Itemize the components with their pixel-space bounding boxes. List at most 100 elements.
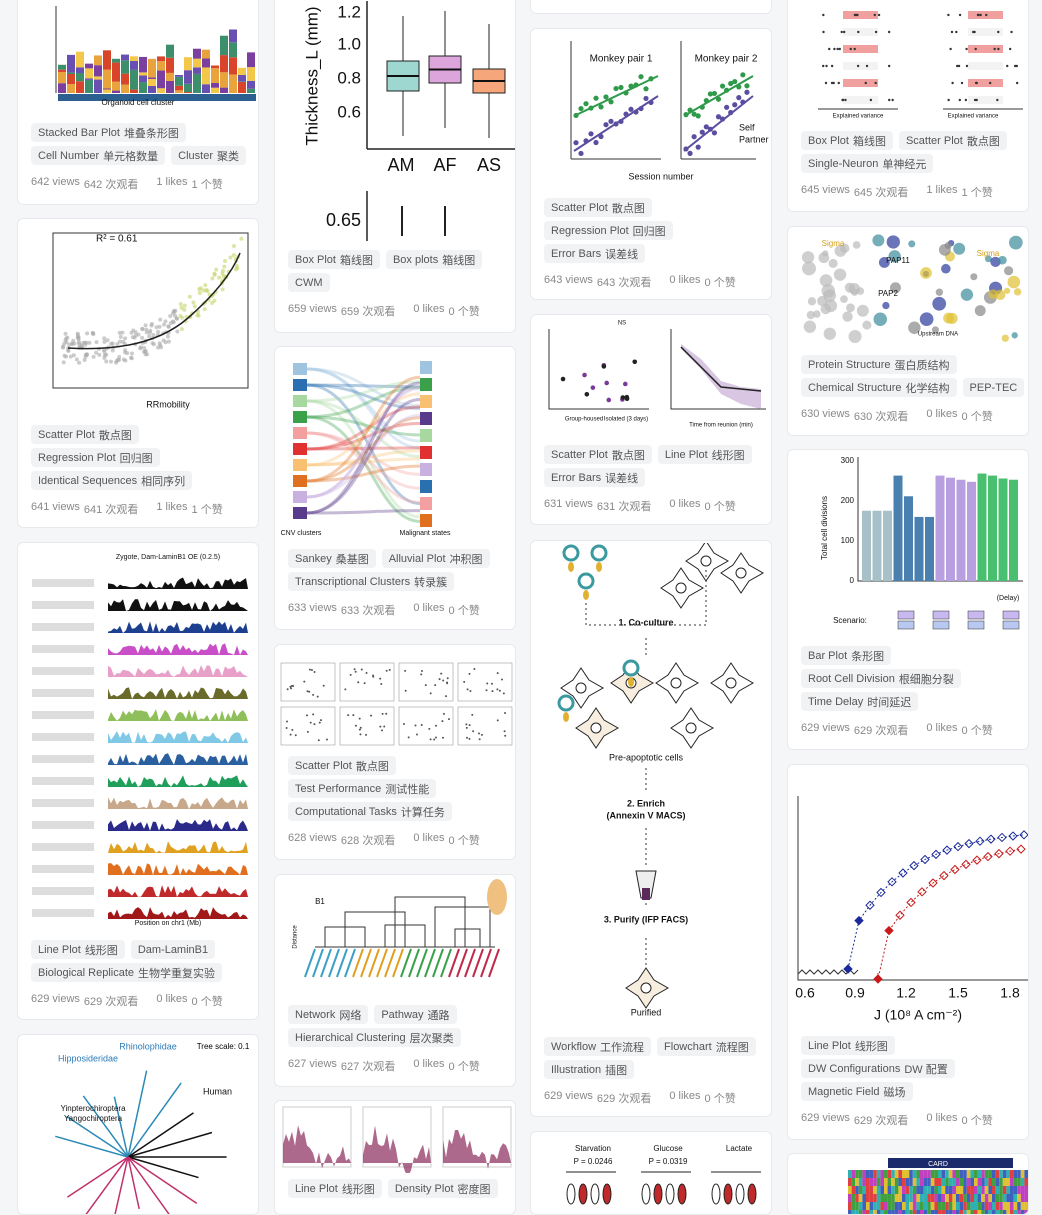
figure-shape <box>895 1202 899 1210</box>
figure-shape <box>92 355 96 359</box>
figure-shape <box>129 356 133 360</box>
figure-shape <box>909 1178 913 1186</box>
figure-shape <box>466 737 468 739</box>
tag[interactable]: Dam-LaminB1 <box>131 940 215 959</box>
figure-shape <box>344 688 346 690</box>
figure-shape <box>963 1170 967 1178</box>
figure-label: P = 0.0246 <box>574 1157 613 1166</box>
figure-shape <box>831 65 833 67</box>
figure-shape <box>102 336 106 340</box>
figure-shape <box>902 1202 906 1210</box>
figure-shape <box>909 1170 913 1178</box>
figure-shape <box>979 14 981 16</box>
figure-shape <box>666 1184 674 1204</box>
tag-label: Biological Replicate <box>38 967 134 979</box>
figure-shape <box>802 262 816 276</box>
figure-shape <box>1003 1170 1007 1178</box>
figure-shape <box>981 1210 985 1215</box>
figure-shape <box>866 1210 870 1215</box>
tag[interactable]: CWM <box>288 273 330 292</box>
figure-shape <box>32 843 94 851</box>
figure-shape <box>420 446 432 459</box>
figure-shape <box>985 14 987 16</box>
figure-shape <box>317 696 319 698</box>
figure-shape <box>123 336 127 340</box>
tag-label: Line Plot <box>295 1183 338 1195</box>
figure-shape <box>448 718 450 720</box>
figure-shape <box>603 1184 611 1204</box>
figure-shape <box>602 364 607 369</box>
figure-shape <box>970 1202 974 1210</box>
figure-shape <box>359 729 361 731</box>
figure-shape <box>736 1184 744 1204</box>
figure-shape <box>956 1210 960 1215</box>
figure-shape <box>1008 276 1021 289</box>
figure-shape <box>945 1170 949 1178</box>
figure-shape <box>1017 1202 1021 1210</box>
figure-shape <box>136 333 140 337</box>
figure-shape <box>916 1178 920 1186</box>
figure-shape <box>1003 1202 1007 1210</box>
figure-shape <box>379 726 381 728</box>
tag-label: Error Bars <box>551 248 601 260</box>
figure-shape <box>965 99 967 101</box>
tag-label: Line Plot <box>665 449 708 461</box>
figure-shape <box>865 82 867 84</box>
figure-shape <box>924 1194 928 1202</box>
figure-label: RRmobility <box>146 399 190 409</box>
figure-shape <box>420 480 432 493</box>
tag-label-cn: 条形图 <box>851 648 884 664</box>
tag[interactable]: PEP-TEC <box>963 378 1025 397</box>
like-count-cn: 0 个赞 <box>705 498 736 514</box>
figure-shape <box>898 1170 902 1178</box>
like-count: 0 likes <box>669 1090 700 1106</box>
